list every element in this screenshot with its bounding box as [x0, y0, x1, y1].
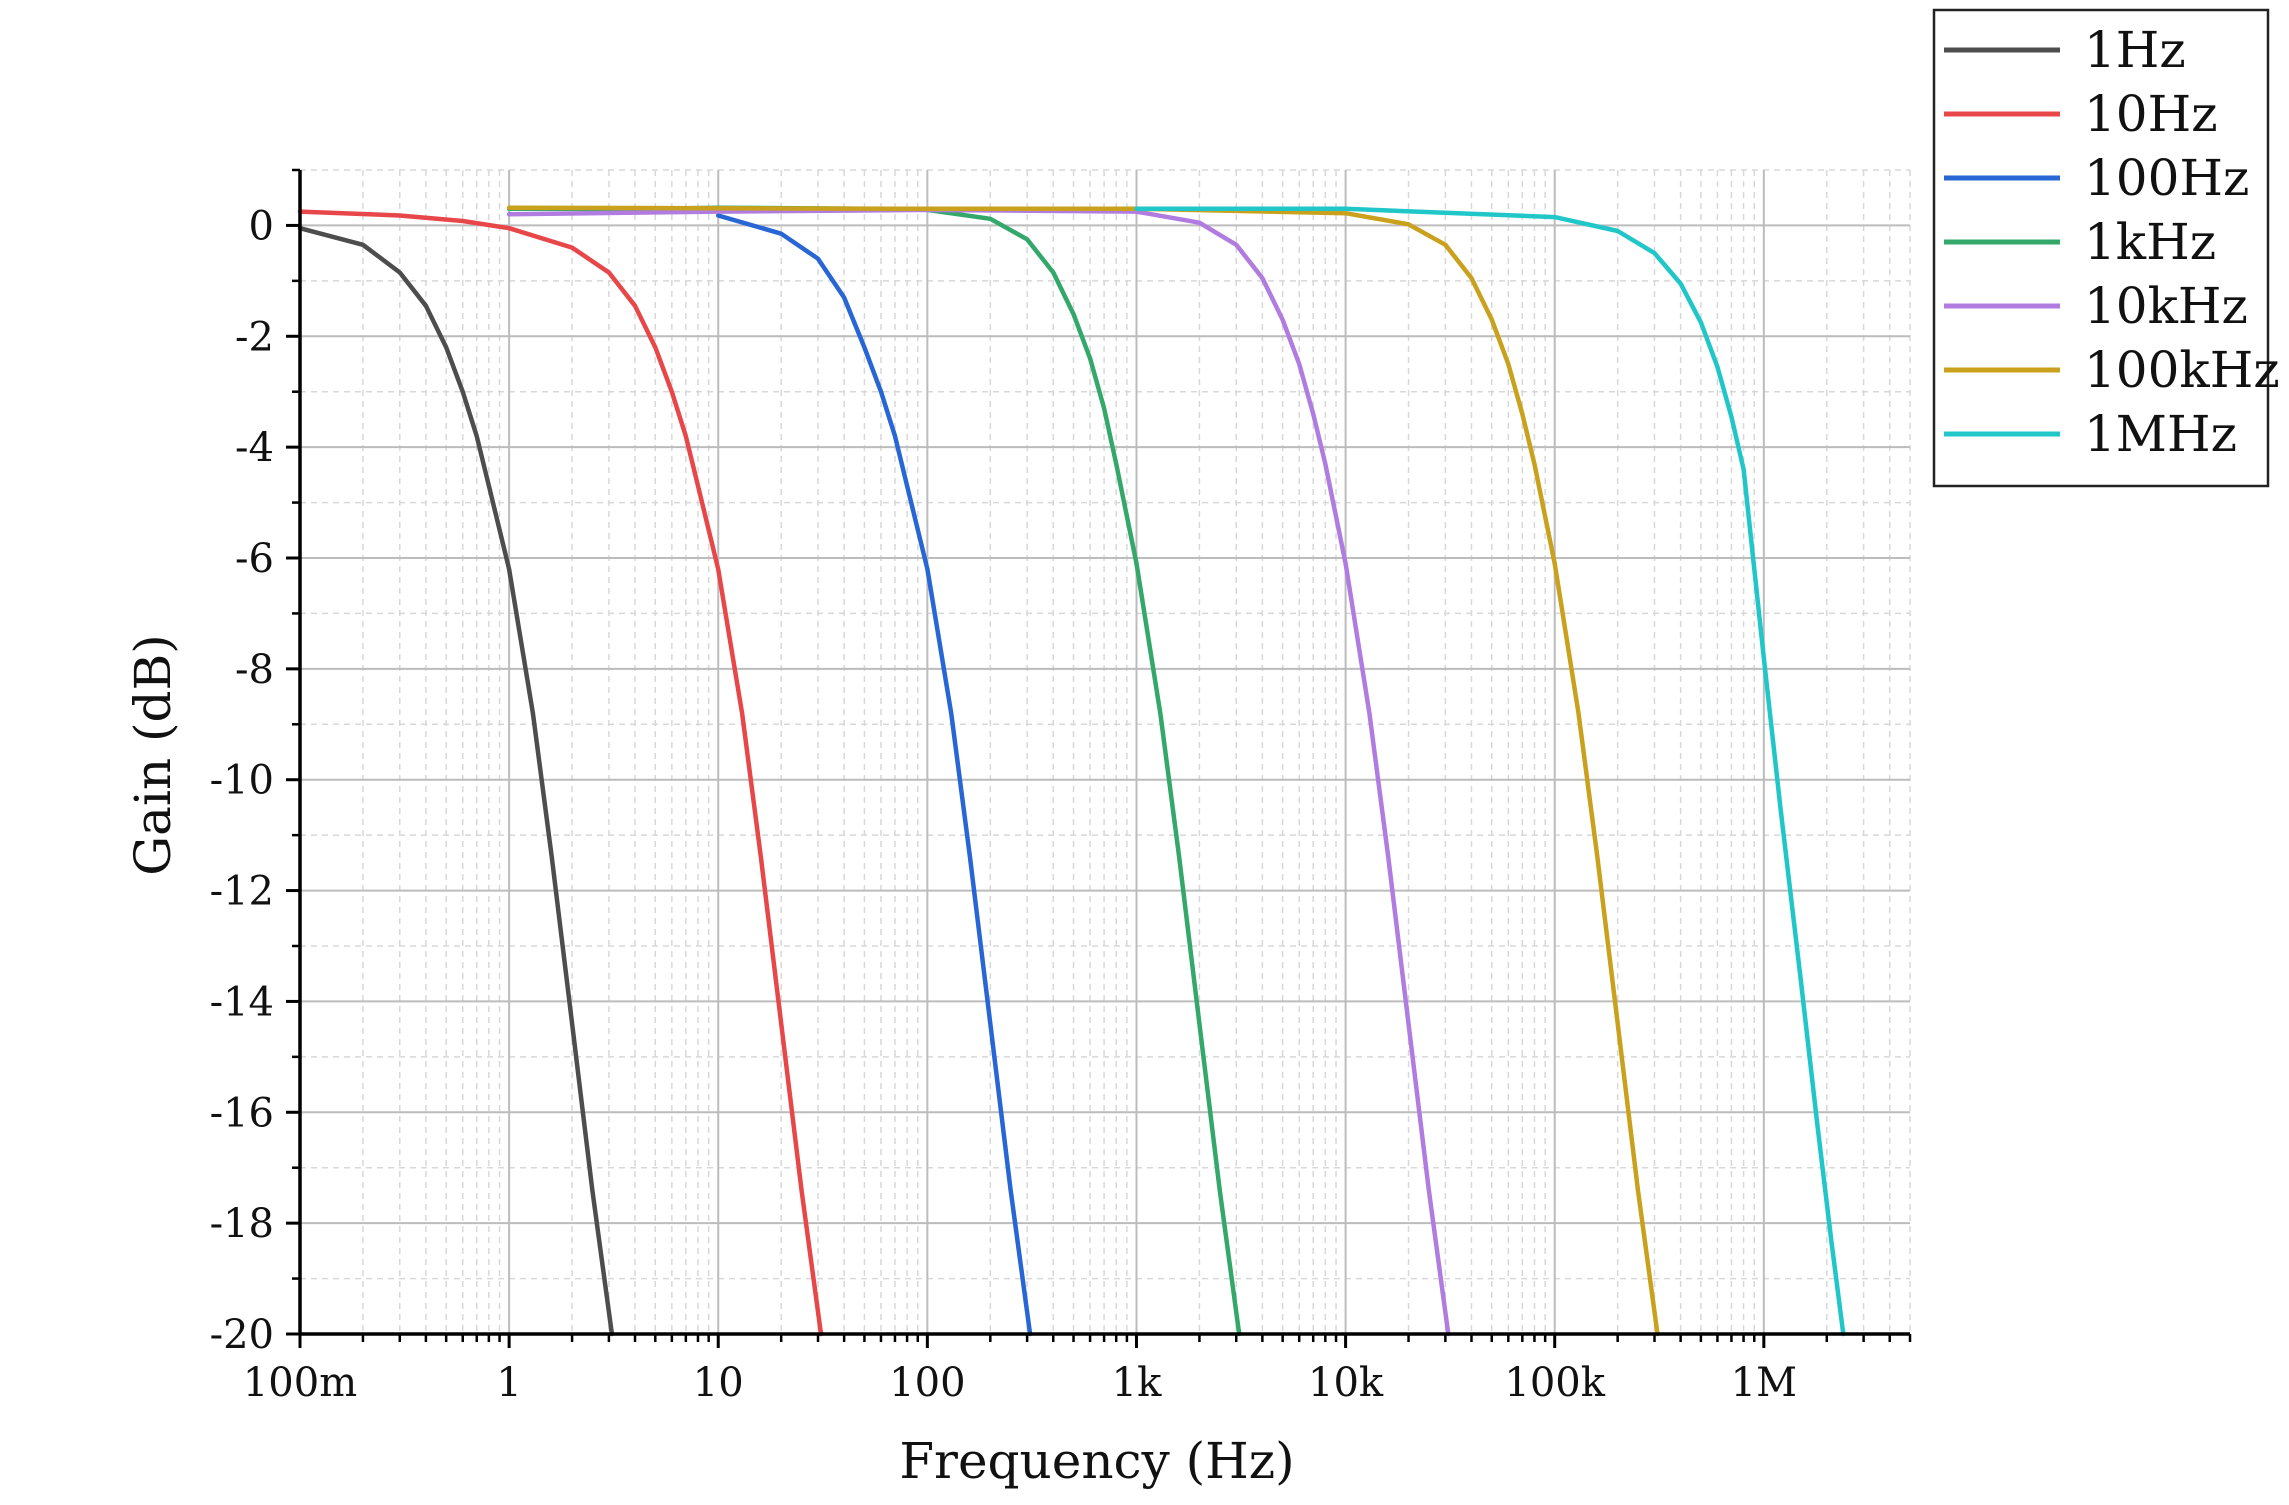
- series-line-10Hz: [297, 209, 824, 1337]
- y-tick-label: -6: [235, 536, 274, 582]
- y-tick-label: -4: [235, 425, 274, 471]
- y-tick-label: -16: [210, 1090, 274, 1136]
- legend-label-1MHz: 1MHz: [2084, 405, 2237, 463]
- legend-label-10kHz: 10kHz: [2084, 277, 2248, 335]
- x-tick-label: 100m: [243, 1360, 357, 1406]
- x-tick-label: 100k: [1504, 1360, 1605, 1406]
- series-line-100kHz: [506, 205, 1660, 1337]
- legend-label-100kHz: 100kHz: [2084, 341, 2280, 399]
- y-tick-label: -18: [210, 1201, 274, 1247]
- x-tick-label: 10k: [1308, 1360, 1384, 1406]
- legend-label-100Hz: 100Hz: [2084, 149, 2249, 207]
- y-tick-label: -8: [235, 647, 274, 693]
- series-line-1MHz: [1134, 206, 1846, 1337]
- y-tick-label: -2: [235, 314, 274, 360]
- series-line-100Hz: [715, 213, 1033, 1337]
- x-tick-label: 1k: [1112, 1360, 1162, 1406]
- legend-label-1Hz: 1Hz: [2084, 21, 2186, 79]
- series-line-1Hz: [297, 225, 615, 1337]
- y-axis-title: Gain (dB): [124, 634, 182, 876]
- legend-label-10Hz: 10Hz: [2084, 85, 2218, 143]
- grid-lines: [299, 169, 1911, 1335]
- x-tick-label: 1M: [1731, 1360, 1797, 1406]
- tick-labels: 100m 1 10 100 1k 10k 100k 1M 0 -2 -4 -6 -8 -10 -12 -14 -…: [210, 203, 1797, 1406]
- x-axis-title: Frequency (Hz): [899, 1432, 1294, 1490]
- y-tick-label: -10: [210, 758, 274, 804]
- y-tick-label: -14: [210, 979, 274, 1025]
- x-tick-label: 100: [889, 1360, 965, 1406]
- legend-box: [1932, 8, 2270, 488]
- x-tick-label: 1: [496, 1360, 521, 1406]
- legend-label-1kHz: 1kHz: [2084, 213, 2216, 271]
- series-lines: [297, 205, 1846, 1337]
- y-tick-label: 0: [249, 203, 274, 249]
- x-tick-label: 10: [693, 1360, 744, 1406]
- axes: [286, 168, 1912, 1348]
- legend: 1Hz 10Hz 100Hz 1kHz 10kHz 100kHz 1MHz: [1932, 8, 2280, 488]
- y-tick-label: -20: [210, 1312, 274, 1358]
- y-tick-label: -12: [210, 869, 274, 915]
